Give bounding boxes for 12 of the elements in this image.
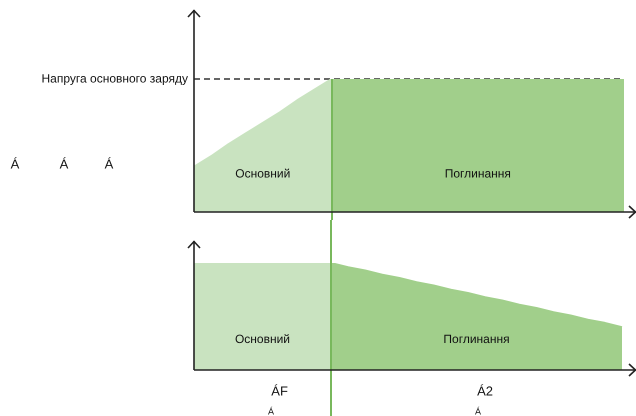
x-tick-label: ÁF: [271, 383, 288, 398]
text: Á: [268, 406, 274, 416]
series-label: Основний: [235, 166, 290, 180]
text: Á: [474, 406, 482, 416]
series-label: Поглинання: [443, 332, 510, 346]
series-label: Поглинання: [444, 166, 511, 180]
series-label: Основний: [234, 332, 290, 346]
text: Á: [60, 156, 69, 172]
ref-line-label: Напруга основного заряду: [42, 71, 188, 86]
text: Á: [10, 156, 20, 172]
text: Á: [104, 156, 114, 172]
x-tick-label: Á2: [477, 383, 493, 398]
